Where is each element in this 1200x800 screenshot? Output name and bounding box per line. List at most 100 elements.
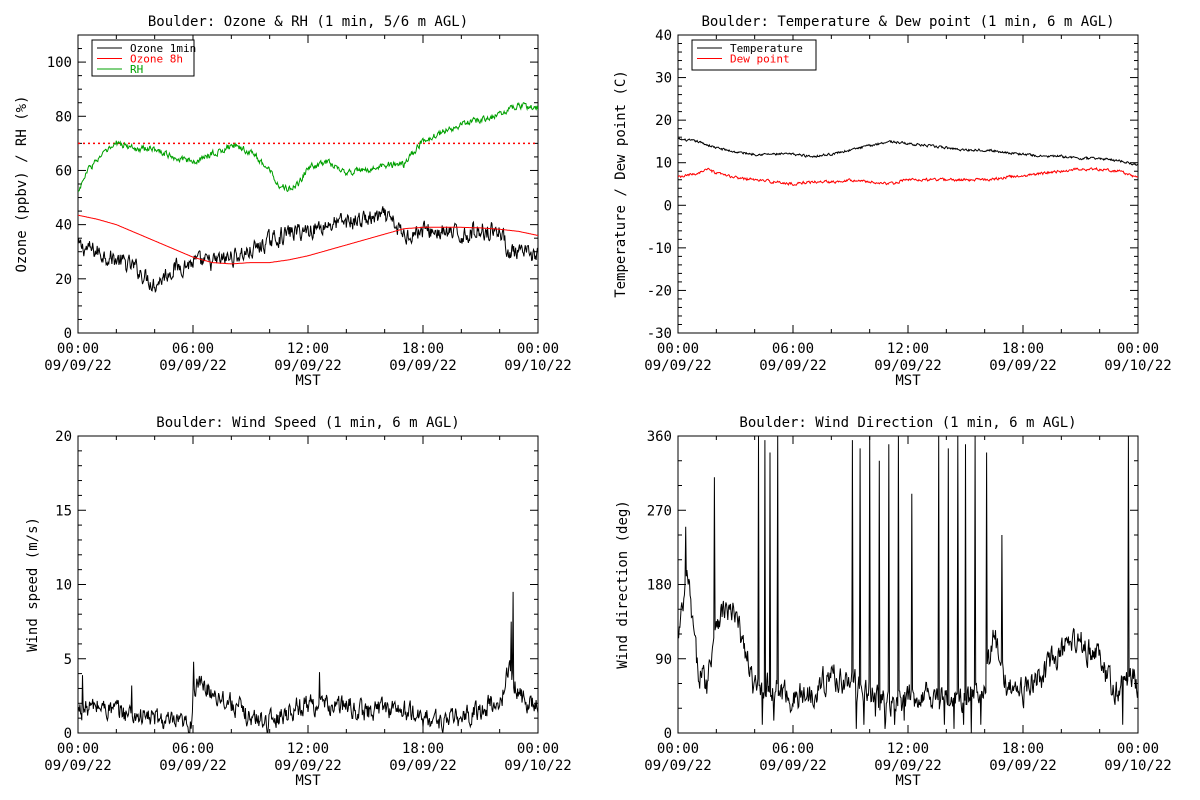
y-tick-label: -30 xyxy=(647,326,672,342)
wind-direction-xlabel: MST xyxy=(895,773,921,789)
y-tick-label: 270 xyxy=(647,503,672,519)
x-tick-date-label: 09/09/22 xyxy=(159,758,226,774)
y-tick-label: 360 xyxy=(647,429,672,445)
y-tick-label: 20 xyxy=(655,113,672,129)
x-tick-date-label: 09/09/22 xyxy=(874,358,941,374)
dew-point-line xyxy=(678,166,1138,187)
wind-speed-ylabel: Wind speed (m/s) xyxy=(25,517,41,652)
plot-area xyxy=(678,436,1138,733)
series-3-line xyxy=(678,436,1138,733)
y-tick-label: 20 xyxy=(55,429,72,445)
x-tick-date-label: 09/10/22 xyxy=(504,358,571,374)
ozone-rh-title: Boulder: Ozone & RH (1 min, 5/6 m AGL) xyxy=(148,14,468,30)
y-tick-label: 180 xyxy=(647,578,672,594)
x-tick-date-label: 09/09/22 xyxy=(989,358,1056,374)
y-tick-label: 80 xyxy=(55,109,72,125)
x-tick-time-label: 12:00 xyxy=(287,741,329,757)
legend-label: Ozone 1min xyxy=(130,42,196,55)
x-tick-time-label: 00:00 xyxy=(517,341,559,357)
y-tick-label: 40 xyxy=(55,218,72,234)
temperature-dewpoint-title: Boulder: Temperature & Dew point (1 min,… xyxy=(701,14,1114,30)
x-tick-time-label: 00:00 xyxy=(657,341,699,357)
y-tick-label: 100 xyxy=(47,55,72,71)
y-tick-label: 0 xyxy=(664,198,672,214)
x-tick-time-label: 18:00 xyxy=(1002,341,1044,357)
x-tick-date-label: 09/09/22 xyxy=(389,358,456,374)
x-tick-date-label: 09/10/22 xyxy=(1104,758,1171,774)
x-tick-time-label: 12:00 xyxy=(287,341,329,357)
x-tick-time-label: 18:00 xyxy=(402,341,444,357)
y-tick-label: -10 xyxy=(647,241,672,257)
x-tick-time-label: 00:00 xyxy=(57,741,99,757)
x-tick-time-label: 12:00 xyxy=(887,341,929,357)
y-tick-label: 30 xyxy=(655,71,672,87)
y-tick-label: 60 xyxy=(55,163,72,179)
x-tick-date-label: 09/09/22 xyxy=(644,358,711,374)
x-tick-time-label: 12:00 xyxy=(887,741,929,757)
y-tick-label: 10 xyxy=(655,156,672,172)
plot-area xyxy=(678,137,1138,187)
rh-line xyxy=(78,102,538,193)
legend-label: Ozone 8h xyxy=(130,53,183,66)
ozone-rh-panel: Boulder: Ozone & RH (1 min, 5/6 m AGL) O… xyxy=(14,14,572,389)
series-2-line xyxy=(78,591,538,733)
wind-speed-panel: Boulder: Wind Speed (1 min, 6 m AGL) Win… xyxy=(25,415,572,789)
temperature-dewpoint-xlabel: MST xyxy=(895,373,921,389)
x-tick-date-label: 09/10/22 xyxy=(1104,358,1171,374)
x-tick-date-label: 09/09/22 xyxy=(44,758,111,774)
wind-speed-xlabel: MST xyxy=(295,773,321,789)
legend-label: Temperature xyxy=(730,42,803,55)
x-tick-date-label: 09/09/22 xyxy=(274,358,341,374)
x-tick-time-label: 18:00 xyxy=(402,741,444,757)
x-tick-time-label: 00:00 xyxy=(657,741,699,757)
wind-direction-title: Boulder: Wind Direction (1 min, 6 m AGL) xyxy=(739,415,1076,431)
ozone-rh-ylabel: Ozone (ppbv) / RH (%) xyxy=(14,95,30,272)
plot-frame xyxy=(77,34,539,334)
x-tick-time-label: 00:00 xyxy=(517,741,559,757)
y-tick-label: 0 xyxy=(664,726,672,742)
x-tick-time-label: 06:00 xyxy=(772,341,814,357)
x-tick-date-label: 09/09/22 xyxy=(274,758,341,774)
x-tick-time-label: 06:00 xyxy=(772,741,814,757)
legend-box xyxy=(691,39,817,71)
plot-frame xyxy=(677,34,1139,334)
x-tick-date-label: 09/09/22 xyxy=(989,758,1056,774)
x-tick-date-label: 09/09/22 xyxy=(759,358,826,374)
legend-label: Dew point xyxy=(730,53,790,66)
wind-speed-title: Boulder: Wind Speed (1 min, 6 m AGL) xyxy=(156,415,459,431)
x-tick-date-label: 09/09/22 xyxy=(159,358,226,374)
plot-area xyxy=(78,591,538,733)
wind-direction-ylabel: Wind direction (deg) xyxy=(615,500,631,669)
x-tick-time-label: 00:00 xyxy=(57,341,99,357)
y-tick-label: 0 xyxy=(64,326,72,342)
x-tick-date-label: 09/09/22 xyxy=(759,758,826,774)
y-tick-label: 90 xyxy=(655,652,672,668)
x-tick-time-label: 06:00 xyxy=(172,341,214,357)
plot-area xyxy=(78,102,538,293)
x-tick-date-label: 09/09/22 xyxy=(874,758,941,774)
temperature-dewpoint-ylabel: Temperature / Dew point (C) xyxy=(613,70,629,298)
x-tick-date-label: 09/10/22 xyxy=(504,758,571,774)
y-tick-label: 40 xyxy=(655,28,672,44)
ozone-1min-line xyxy=(78,206,538,293)
y-tick-label: 10 xyxy=(55,578,72,594)
ozone-rh-xlabel: MST xyxy=(295,373,321,389)
x-tick-time-label: 18:00 xyxy=(1002,741,1044,757)
temperature-line xyxy=(678,137,1138,166)
wind-direction-panel: Boulder: Wind Direction (1 min, 6 m AGL)… xyxy=(615,415,1172,789)
y-tick-label: 15 xyxy=(55,503,72,519)
x-tick-date-label: 09/09/22 xyxy=(44,358,111,374)
x-tick-date-label: 09/09/22 xyxy=(644,758,711,774)
ozone-8h-line xyxy=(78,214,538,265)
plot-frame xyxy=(77,435,539,734)
x-tick-time-label: 00:00 xyxy=(1117,741,1159,757)
legend-label: RH xyxy=(130,63,143,76)
x-tick-time-label: 00:00 xyxy=(1117,341,1159,357)
x-tick-date-label: 09/09/22 xyxy=(389,758,456,774)
x-tick-time-label: 06:00 xyxy=(172,741,214,757)
y-tick-label: 20 xyxy=(55,272,72,288)
y-tick-label: 5 xyxy=(64,652,72,668)
y-tick-label: -20 xyxy=(647,283,672,299)
